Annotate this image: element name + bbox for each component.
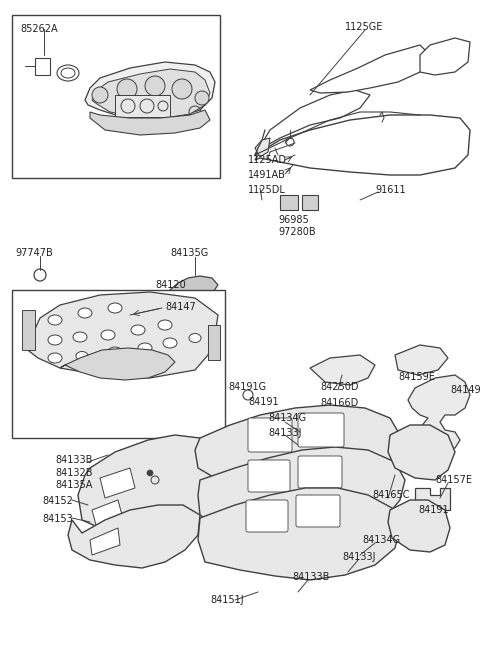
Circle shape <box>145 76 165 96</box>
Polygon shape <box>35 58 50 75</box>
FancyBboxPatch shape <box>298 456 342 488</box>
Polygon shape <box>92 500 122 525</box>
FancyBboxPatch shape <box>296 495 340 527</box>
Ellipse shape <box>158 320 172 330</box>
FancyBboxPatch shape <box>298 413 344 447</box>
Polygon shape <box>90 528 120 555</box>
Polygon shape <box>310 45 430 93</box>
Ellipse shape <box>138 343 152 353</box>
Ellipse shape <box>101 330 115 340</box>
Text: 84152: 84152 <box>42 496 73 506</box>
Text: 84165C: 84165C <box>372 490 409 500</box>
Ellipse shape <box>48 335 62 345</box>
Polygon shape <box>100 468 135 498</box>
Text: 84191G: 84191G <box>228 382 266 392</box>
Text: 84149G: 84149G <box>450 385 480 395</box>
Polygon shape <box>198 447 405 538</box>
Circle shape <box>147 470 153 476</box>
Ellipse shape <box>131 325 145 335</box>
Circle shape <box>172 79 192 99</box>
Ellipse shape <box>76 352 88 360</box>
Polygon shape <box>85 62 215 120</box>
Polygon shape <box>408 375 470 450</box>
Text: 84120: 84120 <box>155 280 186 290</box>
Polygon shape <box>90 110 210 135</box>
Text: 84134G: 84134G <box>362 535 400 545</box>
Polygon shape <box>302 195 318 210</box>
Text: 96985: 96985 <box>278 215 309 225</box>
Text: 84133B: 84133B <box>55 455 92 465</box>
Text: 84159E: 84159E <box>398 372 435 382</box>
Text: 91611: 91611 <box>375 185 406 195</box>
Polygon shape <box>415 488 450 518</box>
Text: 84157E: 84157E <box>435 475 472 485</box>
Text: 84191: 84191 <box>418 505 449 515</box>
Text: 84133J: 84133J <box>342 552 375 562</box>
Ellipse shape <box>61 68 75 78</box>
Ellipse shape <box>48 353 62 363</box>
Polygon shape <box>255 90 370 155</box>
Polygon shape <box>60 348 175 380</box>
Text: 84191: 84191 <box>248 397 278 407</box>
Polygon shape <box>420 38 470 75</box>
Text: 85262A: 85262A <box>20 24 58 34</box>
Text: 84132B: 84132B <box>55 468 93 478</box>
Circle shape <box>117 79 137 99</box>
Polygon shape <box>195 405 400 488</box>
Text: 84133J: 84133J <box>268 428 301 438</box>
Circle shape <box>195 91 209 105</box>
Ellipse shape <box>163 338 177 348</box>
Polygon shape <box>388 425 455 480</box>
Ellipse shape <box>108 347 122 357</box>
Ellipse shape <box>48 315 62 325</box>
Text: 84151J: 84151J <box>210 595 244 605</box>
Polygon shape <box>388 500 450 552</box>
Text: 84135G: 84135G <box>170 248 208 258</box>
FancyBboxPatch shape <box>248 418 292 452</box>
Polygon shape <box>255 115 470 175</box>
Polygon shape <box>68 505 200 568</box>
Text: 1125DL: 1125DL <box>248 185 286 195</box>
Text: 1491AB: 1491AB <box>248 170 286 180</box>
Polygon shape <box>310 355 375 385</box>
Ellipse shape <box>189 333 201 343</box>
Polygon shape <box>280 195 298 210</box>
Polygon shape <box>170 276 218 300</box>
Text: 84134G: 84134G <box>268 413 306 423</box>
Text: 84166D: 84166D <box>320 398 358 408</box>
Polygon shape <box>78 435 230 530</box>
Text: 84147: 84147 <box>165 302 196 312</box>
Ellipse shape <box>57 65 79 81</box>
Bar <box>115 95 170 117</box>
Polygon shape <box>92 69 210 118</box>
Bar <box>12 290 225 438</box>
Bar <box>12 15 220 178</box>
Polygon shape <box>255 138 270 157</box>
Text: 84133B: 84133B <box>292 572 329 582</box>
Text: 84135A: 84135A <box>55 480 92 490</box>
Circle shape <box>92 87 108 103</box>
Polygon shape <box>395 345 448 375</box>
Text: 84250D: 84250D <box>320 382 359 392</box>
Text: 1125GE: 1125GE <box>345 22 384 32</box>
FancyBboxPatch shape <box>246 500 288 532</box>
Text: 97747B: 97747B <box>15 248 53 258</box>
Ellipse shape <box>73 332 87 342</box>
FancyBboxPatch shape <box>248 460 290 492</box>
Text: 1125AD: 1125AD <box>248 155 287 165</box>
Ellipse shape <box>108 303 122 313</box>
Ellipse shape <box>78 308 92 318</box>
Polygon shape <box>208 325 220 360</box>
Polygon shape <box>25 292 218 378</box>
Text: 84153: 84153 <box>42 514 73 524</box>
Polygon shape <box>198 488 400 580</box>
Polygon shape <box>22 310 35 350</box>
Text: 97280B: 97280B <box>278 227 316 237</box>
